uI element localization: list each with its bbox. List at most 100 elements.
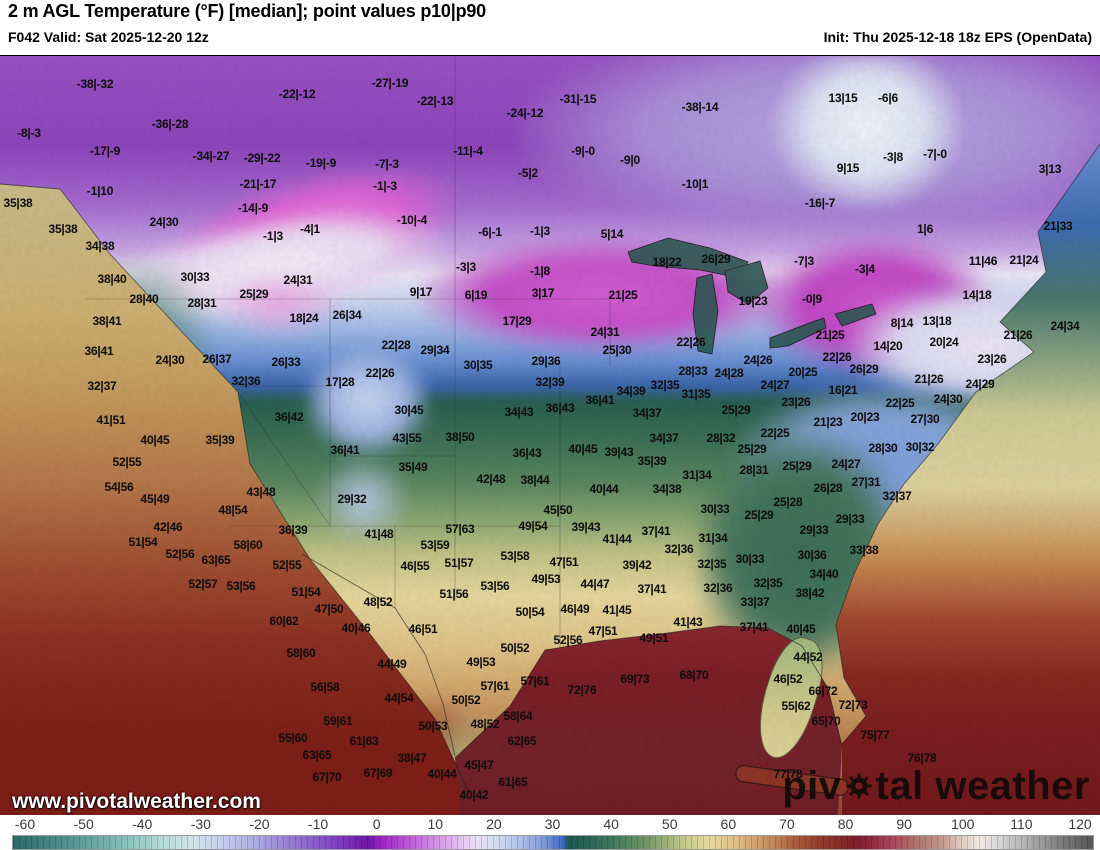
map-point-value: 20|24 xyxy=(929,335,959,349)
map-point-value: 37|41 xyxy=(739,620,769,634)
map-point-value: 37|41 xyxy=(637,582,667,596)
map-point-value: -1|10 xyxy=(86,184,114,198)
map-point-value: 21|26 xyxy=(1003,328,1033,342)
map-point-value: 28|33 xyxy=(678,364,708,378)
map-point-value: 48|52 xyxy=(363,595,393,609)
map-point-value: -6|6 xyxy=(878,91,898,105)
map-point-value: 53|59 xyxy=(420,538,450,552)
map-point-value: 62|65 xyxy=(507,734,537,748)
map-point-value: 45|50 xyxy=(543,503,573,517)
map-point-value: 26|34 xyxy=(332,308,362,322)
map-point-value: 24|31 xyxy=(590,325,620,339)
map-point-value: 51|56 xyxy=(439,587,469,601)
map-point-value: 35|39 xyxy=(637,454,667,468)
map-point-value: 40|44 xyxy=(427,767,457,781)
map-point-value: 41|45 xyxy=(602,603,632,617)
map-point-value: 44|49 xyxy=(377,657,407,671)
map-point-value: 21|25 xyxy=(815,328,845,342)
map-point-value: 49|54 xyxy=(518,519,548,533)
map-point-value: 24|29 xyxy=(965,377,995,391)
map-point-value: -19|-9 xyxy=(305,156,337,170)
map-point-value: -5|2 xyxy=(518,166,538,180)
map-point-value: 36|43 xyxy=(512,446,542,460)
map-point-value: 22|28 xyxy=(381,338,411,352)
colorbar-tick-label: 90 xyxy=(896,816,912,832)
map-point-value: 41|51 xyxy=(96,413,126,427)
map-point-value: 26|28 xyxy=(813,481,843,495)
colorbar-gradient xyxy=(12,835,1094,850)
map-point-value: 25|29 xyxy=(239,287,269,301)
map-point-value: -1|8 xyxy=(530,264,550,278)
map-point-value: 53|56 xyxy=(226,579,256,593)
map-point-value: 30|32 xyxy=(905,440,935,454)
map-point-value: 22|25 xyxy=(760,426,790,440)
map-point-value: 52|55 xyxy=(112,455,142,469)
map-point-value: 11|46 xyxy=(968,254,998,268)
colorbar-tick-label: 60 xyxy=(720,816,737,832)
map-point-value: -3|3 xyxy=(456,260,476,274)
map-point-value: 32|35 xyxy=(650,378,680,392)
map-point-value: 20|23 xyxy=(850,410,880,424)
map-point-value: -11|-4 xyxy=(453,144,483,158)
map-point-value: 40|42 xyxy=(459,788,489,802)
map-point-value: 42|46 xyxy=(153,520,183,534)
map-point-value: -0|9 xyxy=(802,292,822,306)
map-point-value: 32|36 xyxy=(703,581,733,595)
map-point-value: 32|36 xyxy=(664,542,694,556)
map-point-value: 31|34 xyxy=(698,531,728,545)
map-point-value: 68|70 xyxy=(679,668,709,682)
map-point-value: 67|69 xyxy=(363,766,393,780)
map-point-value: 29|34 xyxy=(420,343,450,357)
map-point-value: 6|19 xyxy=(464,288,488,302)
map-point-value: 69|73 xyxy=(620,672,650,686)
map-point-value: 38|41 xyxy=(92,314,122,328)
map-point-value: 48|52 xyxy=(470,717,500,731)
map-point-value: 46|52 xyxy=(773,672,803,686)
map-point-value: 29|36 xyxy=(531,354,561,368)
map-point-value: -7|3 xyxy=(794,254,814,268)
map-point-value: 41|44 xyxy=(602,532,632,546)
map-point-value: 14|20 xyxy=(873,339,903,353)
site-url-watermark[interactable]: www.pivotalweather.com xyxy=(12,790,261,813)
map-point-value: 29|32 xyxy=(337,492,367,506)
map-point-value: 39|43 xyxy=(571,520,601,534)
map-point-value: 21|23 xyxy=(813,415,843,429)
map-point-value: 8|14 xyxy=(890,316,914,330)
map-point-value: 49|53 xyxy=(531,572,561,586)
map-point-value: 59|61 xyxy=(323,714,353,728)
map-point-value: 34|38 xyxy=(652,482,682,496)
colorbar-tick-label: -30 xyxy=(190,816,211,832)
map-point-value: 54|56 xyxy=(104,480,134,494)
map-point-value: 51|54 xyxy=(128,535,158,549)
map-point-value: 24|27 xyxy=(760,378,790,392)
map-point-value: -17|-9 xyxy=(89,144,121,158)
map-point-value: 31|35 xyxy=(681,387,711,401)
map-point-value: -29|-22 xyxy=(243,151,281,165)
map-point-value: 24|27 xyxy=(831,457,861,471)
map-point-value: 20|25 xyxy=(788,365,818,379)
map-point-value: 40|45 xyxy=(786,622,816,636)
map-point-value: 27|30 xyxy=(910,412,940,426)
colorbar-tick-label: -60 xyxy=(14,816,36,832)
map-point-value: -22|-13 xyxy=(416,94,454,108)
map-point-value: 21|25 xyxy=(608,288,638,302)
colorbar-cell-lines xyxy=(13,836,1093,849)
map-point-value: 39|42 xyxy=(622,558,652,572)
map-point-value: -22|-12 xyxy=(278,87,316,101)
map-point-value: 9|15 xyxy=(836,161,860,175)
colorbar-tick-label: 110 xyxy=(1010,816,1033,832)
map-point-value: 22|26 xyxy=(365,366,395,380)
map-point-value: 28|31 xyxy=(739,463,769,477)
map-point-value: 44|47 xyxy=(580,577,610,591)
map-point-value: 77|78 xyxy=(773,767,803,781)
map-point-value: -8|-3 xyxy=(17,126,41,140)
map-point-value: 38|40 xyxy=(97,272,127,286)
map-point-value: -21|-17 xyxy=(239,177,277,191)
logo-text-prefix: piv xyxy=(782,764,842,808)
map-point-value: 46|49 xyxy=(560,602,590,616)
map-point-value: 35|39 xyxy=(205,433,235,447)
map-point-value: -34|-27 xyxy=(192,149,230,163)
map-point-value: 30|45 xyxy=(394,403,424,417)
map-point-value: 49|51 xyxy=(639,631,669,645)
map-point-value: 40|45 xyxy=(568,442,598,456)
